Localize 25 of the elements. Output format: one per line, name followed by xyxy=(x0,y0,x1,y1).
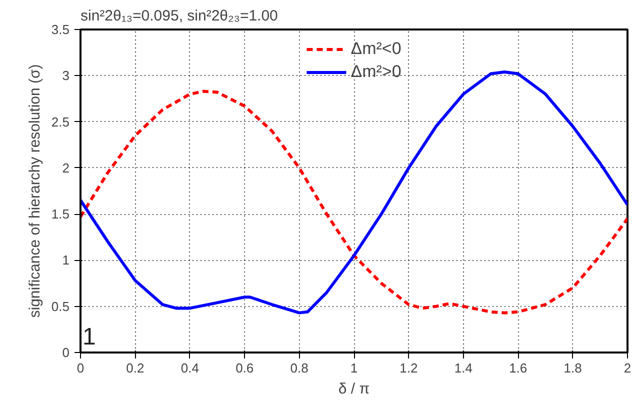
y-tick-label: 0.5 xyxy=(51,298,70,314)
annotation: 1 xyxy=(82,324,96,350)
x-tick-label: 0.2 xyxy=(126,360,144,376)
x-tick-label: 0.6 xyxy=(236,360,254,376)
y-tick-label: 2.5 xyxy=(51,114,70,130)
x-tick-label: 1.4 xyxy=(454,360,472,376)
x-tick-label: 0.8 xyxy=(290,360,308,376)
legend-label: Δm²>0 xyxy=(350,62,402,82)
x-axis-title: δ / π xyxy=(338,380,370,398)
y-tick-label: 1.5 xyxy=(51,206,70,222)
y-axis-title: significance of hierarchy resolution (σ) xyxy=(26,64,44,318)
x-tick-label: 1 xyxy=(350,360,358,376)
x-tick-label: 0.4 xyxy=(180,360,199,376)
y-tick-label: 2 xyxy=(62,160,70,176)
y-tick-label: 3 xyxy=(62,68,70,84)
y-tick-label: 1 xyxy=(62,252,70,268)
x-tick-label: 0 xyxy=(76,360,84,376)
y-tick-label: 0 xyxy=(62,345,70,360)
x-tick-label: 1.2 xyxy=(400,360,418,376)
chart-title: sin²2θ₁₃=0.095, sin²2θ₂₃=1.00 xyxy=(80,8,278,24)
legend-label: Δm²<0 xyxy=(350,39,402,59)
y-tick-label: 3.5 xyxy=(51,22,70,37)
x-tick-label: 1.8 xyxy=(564,360,582,376)
x-tick-label: 2 xyxy=(624,360,632,376)
x-tick-label: 1.6 xyxy=(509,360,528,376)
